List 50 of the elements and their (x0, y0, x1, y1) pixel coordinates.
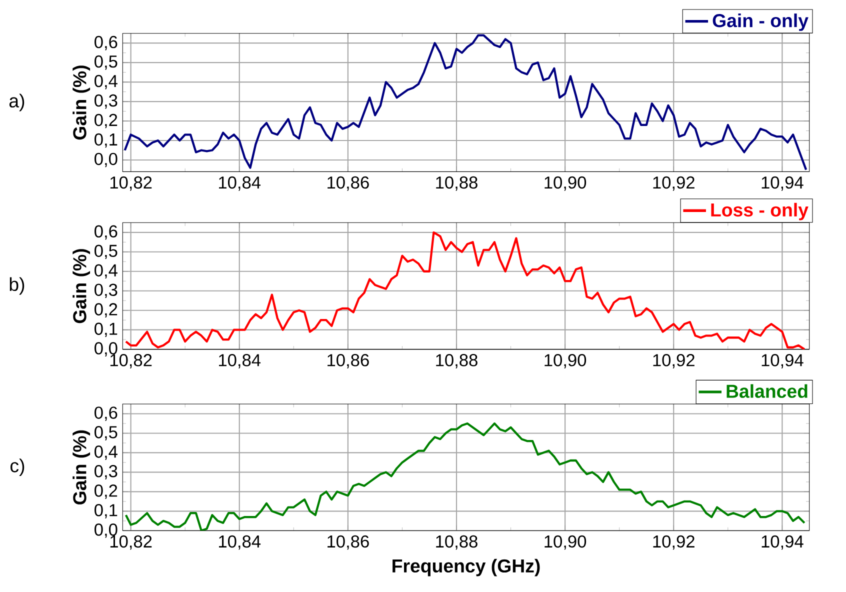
y-tick-label: 0,4 (94, 74, 118, 90)
text: b) (10, 277, 24, 295)
x-tick-label: 10,82 (110, 176, 152, 191)
x-tick-label: 10,88 (436, 354, 478, 368)
x-tick-label: 10,94 (762, 354, 804, 368)
y-axis-title: Gain (%) (72, 249, 90, 324)
x-tick-label: 10,88 (436, 176, 478, 191)
x-tick-label: 10,84 (219, 176, 261, 191)
text: c) (10, 458, 24, 476)
x-tick-label: 10,90 (544, 176, 586, 191)
y-tick-label: 0,5 (94, 55, 118, 70)
y-tick-label: 0,0 (94, 152, 118, 168)
x-tick-label: 10,86 (328, 535, 369, 550)
x-tick-label: 10,92 (653, 176, 694, 191)
y-tick-label: 0,2 (94, 303, 118, 318)
y-tick-label: 0,6 (94, 225, 118, 240)
legend-label: Gain - only (712, 14, 808, 31)
legend-label: Balanced (726, 384, 808, 398)
y-tick-label: 0,1 (94, 133, 118, 148)
x-tick-label: 10,94 (762, 176, 804, 191)
y-axis-title: Gain (%) (72, 430, 90, 504)
y-tick-label: 0,0 (94, 342, 118, 356)
y-tick-label: 0,3 (94, 465, 118, 480)
y-tick-label: 0,6 (94, 36, 118, 50)
x-tick-label: 10,88 (436, 535, 478, 550)
x-tick-label: 10,90 (544, 535, 586, 550)
x-tick-label: 10,92 (653, 354, 694, 368)
y-tick-label: 0,1 (94, 322, 118, 337)
x-tick-label: 10,90 (544, 354, 586, 368)
y-tick-label: 0,5 (94, 426, 118, 440)
text: a) (9, 94, 24, 112)
x-tick-label: 10,84 (219, 535, 261, 550)
y-tick-label: 0,1 (94, 504, 118, 518)
y-axis-title: Gain (%) (72, 66, 90, 140)
legend-label: Loss - only (711, 202, 808, 220)
y-tick-label: 0,2 (94, 484, 118, 499)
y-tick-label: 0,3 (94, 94, 118, 109)
y-tick-label: 0,4 (94, 264, 118, 279)
y-tick-label: 0,5 (94, 244, 118, 260)
x-axis-title: Frequency (GHz) (392, 558, 540, 576)
x-tick-label: 10,94 (762, 535, 804, 550)
x-tick-label: 10,92 (653, 535, 694, 550)
y-tick-label: 0,2 (94, 114, 118, 128)
x-tick-label: 10,84 (219, 354, 261, 368)
y-tick-label: 0,3 (94, 284, 118, 298)
x-tick-label: 10,86 (328, 176, 369, 191)
y-tick-label: 0,4 (94, 446, 118, 460)
y-tick-label: 0,6 (94, 406, 118, 421)
x-tick-label: 10,82 (110, 354, 152, 368)
x-tick-label: 10,86 (328, 354, 369, 368)
